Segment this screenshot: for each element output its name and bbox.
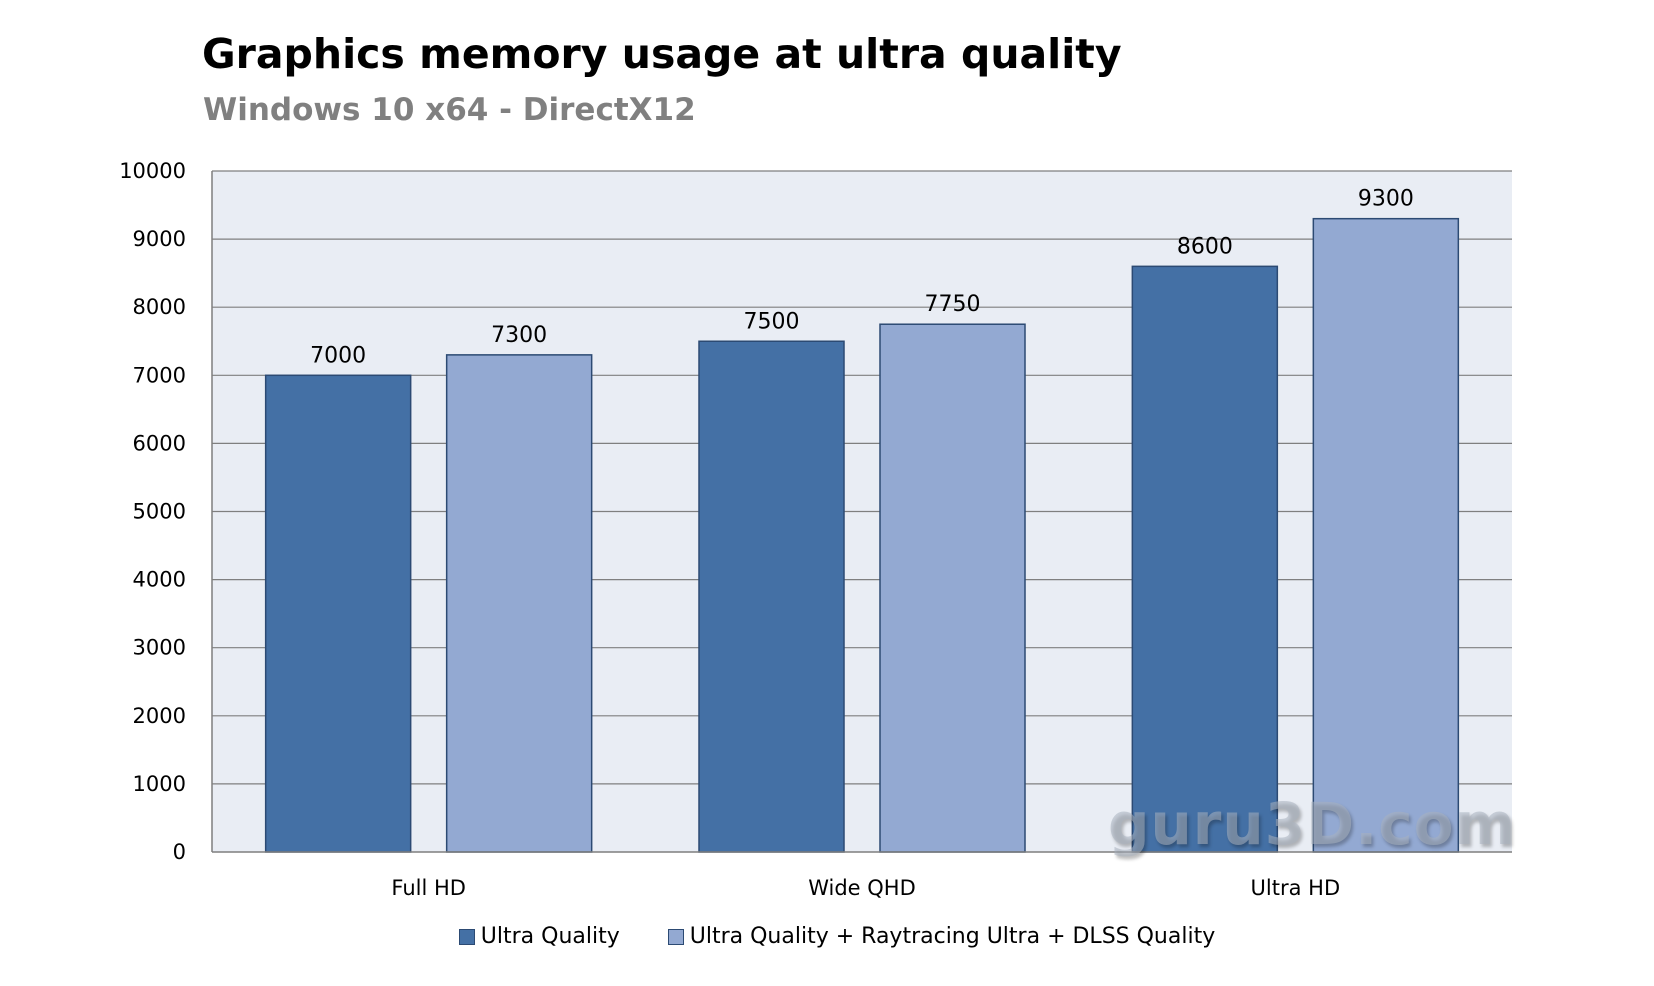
y-tick-label: 4000 bbox=[133, 568, 186, 592]
data-label: 9300 bbox=[1358, 187, 1414, 212]
y-tick-label: 3000 bbox=[133, 636, 186, 660]
y-tick-label: 8000 bbox=[133, 295, 186, 319]
x-tick-label: Ultra HD bbox=[1251, 876, 1341, 900]
data-label: 7000 bbox=[310, 343, 366, 368]
y-tick-label: 2000 bbox=[133, 704, 186, 728]
y-tick-label: 6000 bbox=[133, 431, 186, 455]
x-tick-label: Full HD bbox=[391, 876, 466, 900]
legend-label-raytracing: Ultra Quality + Raytracing Ultra + DLSS … bbox=[689, 924, 1216, 949]
bar bbox=[1312, 217, 1460, 853]
legend-item-ultra-quality: Ultra Quality bbox=[458, 924, 620, 949]
watermark-logo: guru3D.com bbox=[1108, 790, 1516, 858]
legend-label-ultra-quality: Ultra Quality bbox=[480, 924, 620, 949]
axes bbox=[211, 171, 1512, 853]
data-labels: 7000 7300 7500 7750 8600 9300 bbox=[310, 187, 1414, 369]
bar bbox=[264, 374, 412, 853]
chart-subtitle: Windows 10 x64 - DirectX12 bbox=[203, 92, 696, 128]
gridlines bbox=[212, 170, 1512, 785]
y-tick-label: 5000 bbox=[133, 500, 186, 524]
bars bbox=[264, 217, 1460, 853]
bar bbox=[879, 323, 1026, 853]
data-label: 8600 bbox=[1177, 234, 1233, 259]
x-tick-label: Wide QHD bbox=[808, 876, 916, 900]
x-tick-labels: Full HD Wide QHD Ultra HD bbox=[391, 876, 1340, 900]
y-tick-label: 9000 bbox=[133, 227, 186, 251]
data-label: 7750 bbox=[925, 292, 981, 317]
bar bbox=[698, 340, 845, 853]
y-tick-label: 1000 bbox=[133, 772, 186, 796]
y-tick-label: 7000 bbox=[133, 363, 186, 387]
legend-item-raytracing: Ultra Quality + Raytracing Ultra + DLSS … bbox=[667, 924, 1216, 949]
data-label: 7500 bbox=[744, 309, 800, 334]
legend-swatch-raytracing bbox=[667, 928, 684, 945]
y-tick-label: 0 bbox=[173, 840, 186, 864]
bar bbox=[445, 354, 593, 853]
legend: Ultra Quality Ultra Quality + Raytracing… bbox=[0, 924, 1654, 949]
data-label: 7300 bbox=[491, 323, 547, 348]
y-tick-labels: 0 1000 2000 3000 4000 5000 6000 7000 8000 9000 100… bbox=[119, 159, 186, 864]
y-tick-label: 10000 bbox=[119, 159, 186, 183]
bar bbox=[1131, 265, 1279, 853]
chart-title: Graphics memory usage at ultra quality bbox=[202, 30, 1122, 78]
legend-swatch-ultra-quality bbox=[458, 928, 475, 945]
